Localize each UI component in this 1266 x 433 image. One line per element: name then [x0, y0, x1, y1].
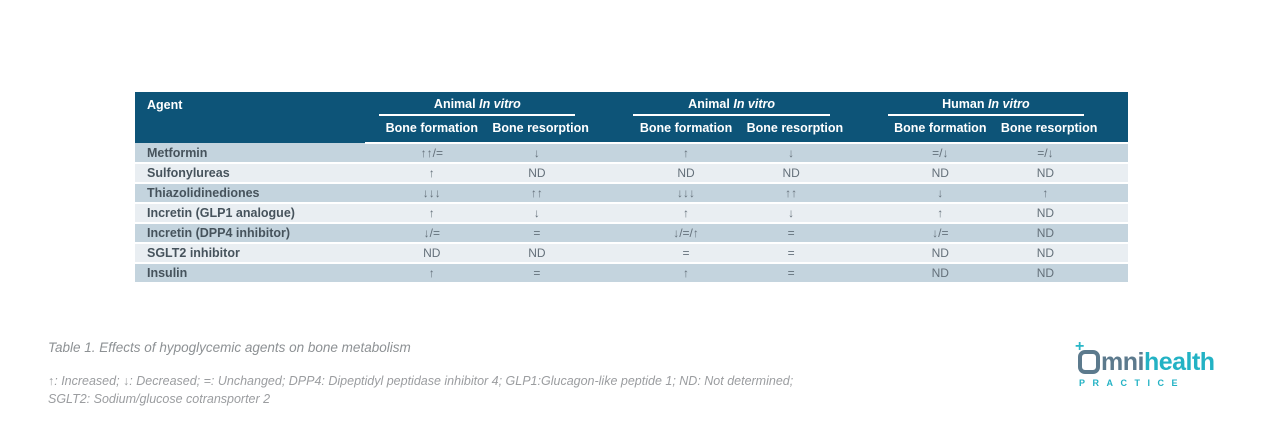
cell-value: ↑: [619, 263, 747, 284]
cell-value: ND: [619, 163, 747, 184]
agent-column-header: Agent: [135, 92, 366, 143]
cell-value: ND: [492, 163, 620, 184]
table-caption: Table 1. Effects of hypoglycemic agents …: [48, 340, 411, 355]
cell-value: ND: [746, 163, 874, 184]
cell-value: ↓: [492, 203, 620, 224]
cell-value: ND: [873, 263, 1001, 284]
cell-value: =: [746, 243, 874, 264]
group-header-animal-invitro-2: Animal In vitro: [619, 92, 874, 116]
group-title: Human In vitro: [887, 97, 1084, 116]
subheader-bone-formation: Bone formation: [873, 116, 1001, 144]
group-title: Animal In vitro: [379, 97, 576, 116]
cell-value: ↓: [746, 143, 874, 164]
group-qualifier: In vitro: [733, 97, 776, 111]
table-row-insulin: Insulin ↑ = ↑ = ND ND: [135, 263, 1128, 284]
cell-value: =: [492, 263, 620, 284]
table-row-incretin-dpp4: Incretin (DPP4 inhibitor) ↓/= = ↓/=/↑ = …: [135, 223, 1128, 244]
table-row-thiazolidinediones: Thiazolidinediones ↓↓↓ ↑↑ ↓↓↓ ↑↑ ↓ ↑: [135, 183, 1128, 204]
cell-value: ↑: [619, 203, 747, 224]
cell-value: ↓↓↓: [365, 183, 493, 204]
footnote-line-1: ↑: Increased; ↓: Decreased; =: Unchanged…: [48, 374, 794, 388]
agent-name: Insulin: [135, 263, 366, 284]
omnihealth-logo: + mni health PRACTICE: [1075, 339, 1223, 389]
group-header-row: Agent Animal In vitro Animal In vitro Hu…: [135, 92, 1128, 143]
group-qualifier: In vitro: [479, 97, 521, 111]
cell-value: ↑: [619, 143, 747, 164]
cell-value: ↑: [365, 263, 493, 284]
cell-value: ND: [1000, 203, 1128, 224]
cell-value: =: [746, 263, 874, 284]
cell-value: =: [619, 243, 747, 264]
group-header-animal-invitro-1: Animal In vitro: [365, 92, 620, 116]
cell-value: ↑↑/=: [365, 143, 493, 164]
cell-value: =: [746, 223, 874, 244]
logo-wordmark: + mni health: [1075, 339, 1223, 376]
agent-name: Incretin (GLP1 analogue): [135, 203, 366, 224]
logo-text-practice: PRACTICE: [1079, 378, 1186, 388]
subheader-bone-formation: Bone formation: [365, 116, 493, 144]
cell-value: ND: [492, 243, 620, 264]
agent-name: SGLT2 inhibitor: [135, 243, 366, 264]
table-row-metformin: Metformin ↑↑/= ↓ ↑ ↓ =/↓ =/↓: [135, 143, 1128, 164]
subheader-bone-resorption: Bone resorption: [1000, 116, 1128, 144]
agent-name: Incretin (DPP4 inhibitor): [135, 223, 366, 244]
logo-text-mni: mni: [1101, 348, 1144, 376]
table-row-sglt2: SGLT2 inhibitor ND ND = = ND ND: [135, 243, 1128, 264]
logo-text-health: health: [1143, 348, 1215, 376]
cell-value: =: [492, 223, 620, 244]
subheader-bone-resorption: Bone resorption: [492, 116, 620, 144]
logo-o-mark-icon: [1078, 350, 1100, 374]
cell-value: ND: [873, 163, 1001, 184]
cell-value: ↑↑: [492, 183, 620, 204]
footnote-line-2: SGLT2: Sodium/glucose cotransporter 2: [48, 392, 271, 406]
cell-value: ↓: [492, 143, 620, 164]
cell-value: ↑↑: [746, 183, 874, 204]
cell-value: =/↓: [873, 143, 1001, 164]
cell-value: ND: [365, 243, 493, 264]
cell-value: ↑: [365, 203, 493, 224]
group-header-human-invitro: Human In vitro: [873, 92, 1128, 116]
cell-value: ↑: [1000, 183, 1128, 204]
cell-value: ND: [873, 243, 1001, 264]
agent-name: Metformin: [135, 143, 366, 164]
cell-value: ↑: [365, 163, 493, 184]
table-row-incretin-glp1: Incretin (GLP1 analogue) ↑ ↓ ↑ ↓ ↑ ND: [135, 203, 1128, 224]
cell-value: ↑: [873, 203, 1001, 224]
agent-name: Thiazolidinediones: [135, 183, 366, 204]
table-row-sulfonylureas: Sulfonylureas ↑ ND ND ND ND ND: [135, 163, 1128, 184]
cell-value: ND: [1000, 263, 1128, 284]
cell-value: ↓/=: [365, 223, 493, 244]
bone-metabolism-table: Agent Animal In vitro Animal In vitro Hu…: [135, 92, 1128, 284]
subheader-row: Bone formation Bone resorption Bone form…: [135, 116, 1128, 144]
cell-value: ↓: [746, 203, 874, 224]
plus-icon: +: [1075, 338, 1085, 355]
group-name: Animal: [688, 97, 730, 111]
agent-name: Sulfonylureas: [135, 163, 366, 184]
footnote: ↑: Increased; ↓: Decreased; =: Unchanged…: [48, 372, 878, 408]
data-table: Agent Animal In vitro Animal In vitro Hu…: [135, 92, 1128, 284]
cell-value: ND: [1000, 243, 1128, 264]
group-title: Animal In vitro: [633, 97, 830, 116]
subheader-bone-formation: Bone formation: [619, 116, 747, 144]
group-name: Animal: [433, 97, 476, 111]
cell-value: ↓: [873, 183, 1001, 204]
group-qualifier: In vitro: [987, 97, 1030, 111]
cell-value: ↓/=/↑: [619, 223, 747, 244]
group-name: Human: [942, 97, 985, 111]
cell-value: ND: [1000, 163, 1128, 184]
cell-value: ND: [1000, 223, 1128, 244]
cell-value: ↓↓↓: [619, 183, 747, 204]
subheader-bone-resorption: Bone resorption: [746, 116, 874, 144]
cell-value: ↓/=: [873, 223, 1001, 244]
cell-value: =/↓: [1000, 143, 1128, 164]
